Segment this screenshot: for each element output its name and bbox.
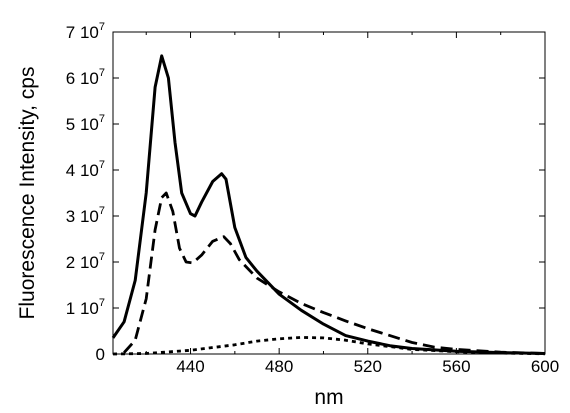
plot-frame	[112, 31, 546, 355]
series-dotted-line	[112, 335, 546, 356]
series-solid-line	[111, 54, 546, 355]
y-tick-label: 1 107	[66, 297, 105, 318]
x-tick-label: 600	[531, 357, 559, 376]
x-tick-label: 480	[265, 357, 293, 376]
y-tick-label: 7 107	[66, 21, 105, 42]
y-tick-label: 6 107	[66, 67, 105, 88]
y-axis: 0 1 107 2 107 3 107 4 107 5 107 6 107 7 107	[66, 21, 545, 364]
x-tick-label: 520	[354, 357, 382, 376]
y-tick-label: 4 107	[66, 159, 105, 180]
y-axis-title: Fluorescence Intensity, cps	[16, 67, 39, 320]
x-tick-label: 560	[442, 357, 470, 376]
x-axis-title: nm	[314, 386, 343, 409]
x-tick-label: 440	[176, 357, 204, 376]
y-tick-label: 3 107	[66, 205, 105, 226]
series-dashed-line	[123, 191, 546, 355]
y-tick-label: 2 107	[66, 251, 105, 272]
y-tick-label: 0	[96, 345, 105, 364]
series-layer	[111, 54, 546, 356]
x-axis: 440 480 520 560 600	[145, 32, 559, 376]
y-tick-label: 5 107	[66, 113, 105, 134]
